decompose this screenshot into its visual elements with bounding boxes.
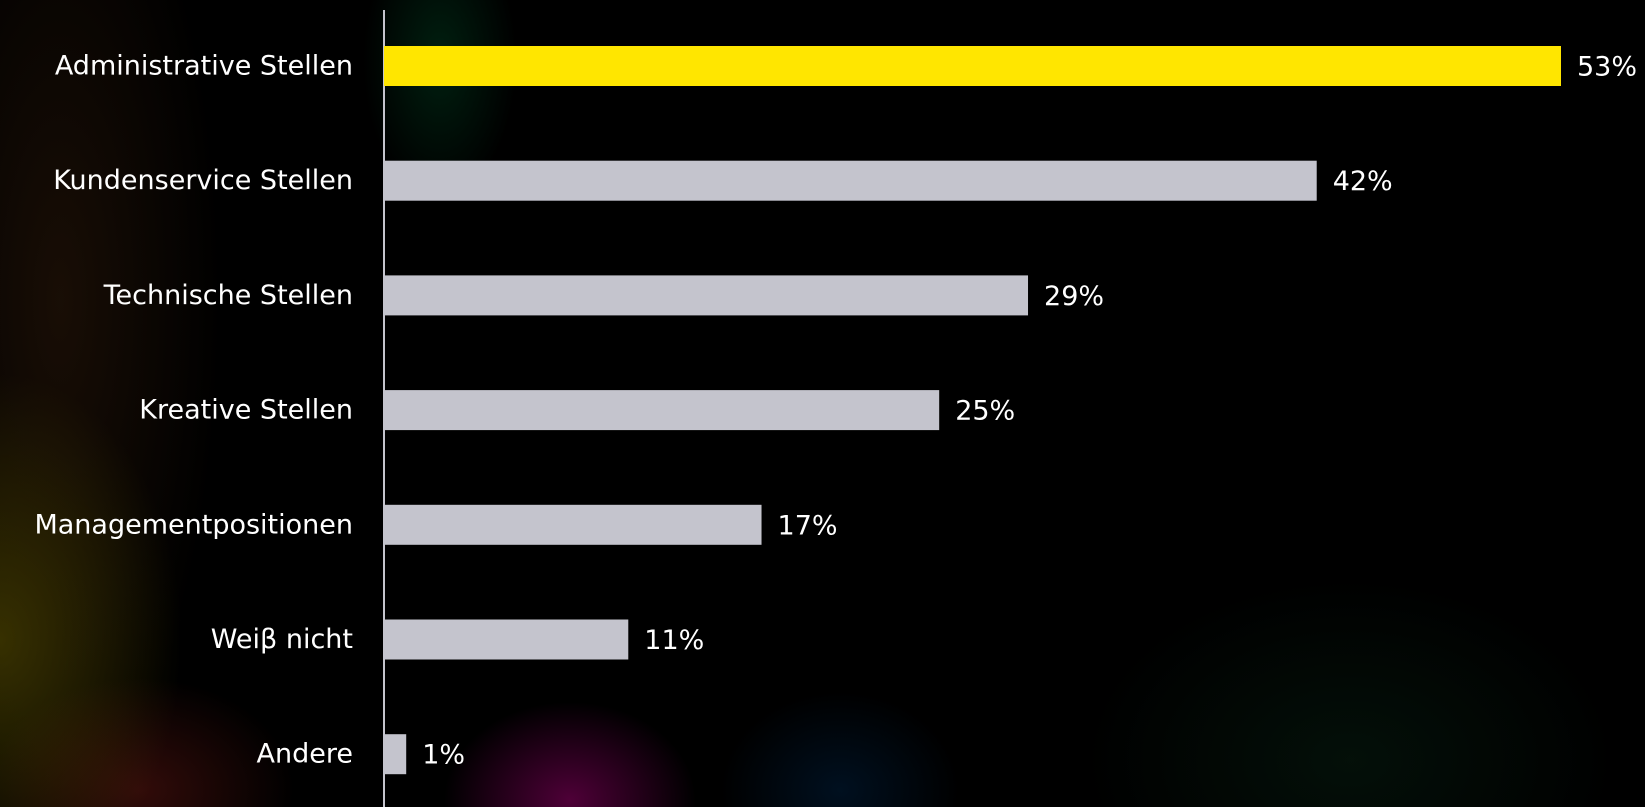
bars-group: Administrative Stellen 53% Kundenservice S… xyxy=(34,46,1637,775)
category-label: Kundenservice Stellen xyxy=(53,165,353,196)
value-label: 29% xyxy=(1044,281,1104,312)
bar xyxy=(384,734,407,775)
bar xyxy=(384,390,940,431)
value-label: 25% xyxy=(955,396,1015,427)
value-label: 42% xyxy=(1333,166,1393,197)
category-label: Managementpositionen xyxy=(34,509,353,540)
bar xyxy=(384,275,1029,316)
bar xyxy=(384,504,762,545)
category-label: Andere xyxy=(257,739,353,770)
value-label: 11% xyxy=(644,625,704,656)
value-label: 53% xyxy=(1577,52,1637,83)
category-label: Weiβ nicht xyxy=(211,624,353,655)
value-label: 17% xyxy=(778,510,838,541)
bar xyxy=(384,160,1317,201)
bar xyxy=(384,46,1561,86)
category-label: Kreative Stellen xyxy=(139,395,353,426)
value-label: 1% xyxy=(422,740,465,771)
category-label: Technische Stellen xyxy=(103,280,353,311)
category-label: Administrative Stellen xyxy=(55,51,353,82)
bar xyxy=(384,619,629,660)
